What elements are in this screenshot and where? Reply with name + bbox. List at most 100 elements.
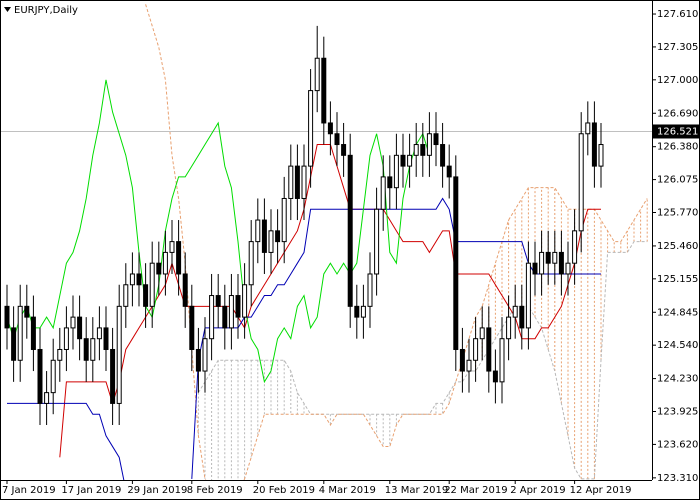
- candle-body: [473, 338, 479, 361]
- candle-body: [70, 316, 76, 329]
- candle-body: [288, 165, 294, 199]
- plot-area: [0, 4, 652, 480]
- candle-body: [294, 165, 300, 199]
- x-tick-label: 8 Feb 2019: [187, 485, 243, 496]
- y-tick-label: 123.310: [657, 473, 698, 484]
- candle-body: [433, 133, 439, 146]
- candle-body: [195, 348, 201, 372]
- candle-body: [585, 122, 591, 135]
- candle-body: [248, 241, 254, 286]
- candle-body: [268, 230, 274, 253]
- candle-body: [341, 144, 347, 156]
- candle-body: [215, 295, 221, 307]
- y-tick-label: 127.610: [657, 9, 698, 20]
- candle-body: [407, 154, 413, 167]
- candle-body: [413, 144, 419, 156]
- candle-body: [136, 273, 142, 286]
- x-tick-label: 20 Feb 2019: [253, 485, 315, 496]
- candle-body: [327, 122, 333, 135]
- candle-body: [446, 165, 452, 178]
- candle-body: [578, 133, 584, 232]
- candle-body: [552, 251, 558, 264]
- candle-body: [242, 284, 248, 318]
- y-tick-label: 124.845: [657, 307, 698, 318]
- candle-body: [4, 305, 10, 329]
- candle-body: [11, 327, 17, 361]
- chart-title: EURJPY,Daily: [14, 5, 78, 16]
- y-tick-label: 123.925: [657, 407, 698, 418]
- x-tick-label: 7 Jan 2019: [2, 485, 56, 496]
- candle-body: [149, 262, 155, 307]
- x-tick-label: 13 Mar 2019: [385, 485, 448, 496]
- candle-body: [96, 327, 102, 340]
- candle-body: [558, 251, 564, 275]
- candle-body: [116, 305, 122, 404]
- candle-body: [479, 327, 485, 340]
- candle-body: [301, 165, 307, 199]
- y-tick-label: 126.075: [657, 175, 698, 186]
- candle-body: [525, 262, 531, 329]
- candle-body: [103, 327, 109, 350]
- y-tick-label: 124.230: [657, 374, 698, 385]
- candle-body: [129, 273, 135, 286]
- y-tick-label: 127.000: [657, 75, 698, 86]
- candle-body: [393, 154, 399, 189]
- candle-body: [222, 305, 228, 329]
- candle-body: [519, 305, 525, 329]
- x-tick-label: 29 Jan 2019: [127, 485, 187, 496]
- candle-body: [453, 176, 459, 350]
- candle-body: [440, 144, 446, 167]
- y-tick-label: 125.770: [657, 207, 698, 218]
- candle-body: [261, 219, 267, 253]
- candle-body: [400, 154, 406, 167]
- candle-body: [374, 208, 380, 275]
- candle-body: [459, 348, 465, 372]
- candle-body: [189, 305, 195, 350]
- candle-body: [598, 144, 604, 167]
- candle-body: [354, 305, 360, 318]
- candle-body: [492, 370, 498, 383]
- candle-body: [572, 230, 578, 264]
- candle-body: [202, 338, 208, 372]
- symbol-menu-icon: [4, 7, 11, 12]
- candle-body: [314, 57, 320, 92]
- senkou-span-b: [145, 4, 648, 480]
- candle-body: [77, 316, 83, 340]
- candle-body: [321, 57, 327, 124]
- candle-body: [37, 348, 43, 404]
- candle-body: [44, 392, 50, 404]
- candle-body: [30, 316, 36, 350]
- y-tick-label: 126.690: [657, 108, 698, 119]
- candle-body: [169, 241, 175, 253]
- candle-body: [143, 284, 149, 307]
- candle-body: [90, 338, 96, 361]
- candle-body: [235, 295, 241, 318]
- candle-body: [24, 305, 30, 318]
- candle-body: [532, 262, 538, 275]
- y-tick-label: 127.305: [657, 42, 698, 53]
- candle-body: [591, 122, 597, 167]
- candle-body: [63, 327, 69, 350]
- candle-body: [182, 273, 188, 307]
- candle-body: [17, 305, 23, 361]
- x-tick-label: 2 Apr 2019: [510, 485, 565, 496]
- candle-body: [367, 273, 373, 307]
- candle-body: [334, 133, 340, 146]
- candle-body: [162, 251, 168, 275]
- x-tick-label: 4 Mar 2019: [319, 485, 376, 496]
- candle-body: [156, 262, 162, 275]
- y-tick-label: 124.540: [657, 340, 698, 351]
- candle-body: [308, 90, 314, 167]
- candle-body: [565, 262, 571, 275]
- candle-body: [486, 327, 492, 372]
- candle-body: [123, 284, 129, 307]
- candle-body: [539, 251, 545, 275]
- candle-body: [426, 133, 432, 156]
- x-tick-label: 12 Apr 2019: [570, 485, 632, 496]
- candle-body: [466, 359, 472, 372]
- chikou-span: [6, 79, 430, 384]
- last-price-label: 126.521: [657, 126, 698, 137]
- y-tick-label: 126.380: [657, 142, 698, 153]
- candle-body: [176, 241, 182, 275]
